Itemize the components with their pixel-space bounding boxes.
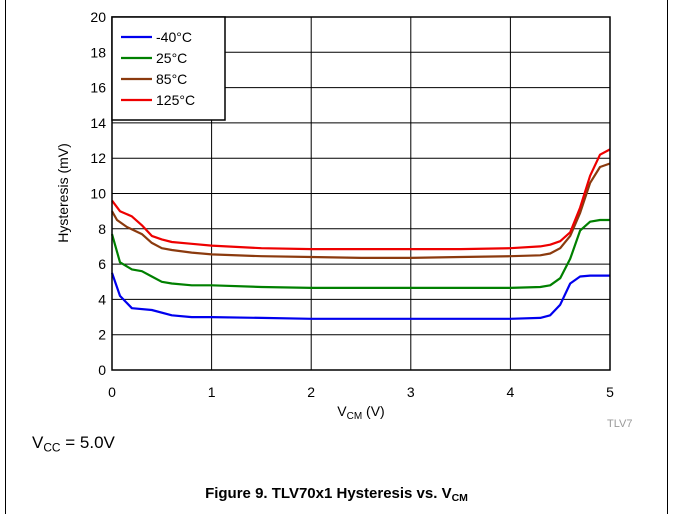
x-axis-title-sub: CM: [347, 411, 363, 422]
condition-rest: = 5.0V: [60, 433, 115, 452]
y-tick-label: 8: [98, 221, 106, 237]
x-axis-title: VCM (V): [337, 403, 384, 422]
x-tick-label: 3: [407, 384, 415, 400]
x-tick-label: 2: [307, 384, 315, 400]
y-tick-label: 2: [98, 327, 106, 343]
caption-main: Figure 9. TLV70x1 Hysteresis vs. V: [205, 485, 452, 502]
y-tick-label: 4: [98, 291, 106, 307]
series-line-0: [110, 272, 610, 320]
series-line-1: [110, 218, 610, 289]
x-tick-label: 0: [108, 384, 116, 400]
legend-label: 85°C: [156, 71, 187, 87]
y-tick-label: 20: [90, 9, 106, 25]
y-tick-label: 10: [90, 186, 106, 202]
y-tick-label: 12: [90, 150, 106, 166]
legend-label: -40°C: [156, 29, 192, 45]
legend-label: 25°C: [156, 50, 187, 66]
right-border: [667, 0, 668, 514]
x-tick-label: 1: [208, 384, 216, 400]
supply-voltage-condition: VCC = 5.0V: [32, 433, 115, 455]
y-tick-label: 16: [90, 80, 106, 96]
condition-sub: CC: [43, 440, 61, 455]
figure-caption: Figure 9. TLV70x1 Hysteresis vs. VCM: [0, 485, 673, 504]
series-layer: [110, 148, 611, 320]
legend-label: 125°C: [156, 92, 195, 108]
y-tick-label: 6: [98, 256, 106, 272]
series-line-3: [111, 148, 611, 251]
y-tick-label: 0: [98, 362, 106, 378]
caption-sub: CM: [451, 492, 468, 505]
condition-main: V: [32, 433, 44, 452]
x-axis-title-unit: (V): [362, 403, 385, 419]
x-axis-title-main: V: [337, 403, 347, 419]
left-border: [5, 0, 6, 514]
series-line-2: [111, 162, 611, 259]
y-tick-label: 14: [90, 115, 106, 131]
y-tick-label: 18: [90, 44, 106, 60]
y-axis-title: Hysteresis (mV): [55, 143, 71, 243]
x-tick-label: 5: [606, 384, 614, 400]
figure-code: TLV7: [607, 418, 632, 430]
x-tick-label: 4: [507, 384, 515, 400]
legend-box: [111, 16, 226, 121]
legend: -40°C 25°C 85°C 125°C: [111, 16, 226, 121]
plot-frame: [111, 16, 611, 371]
